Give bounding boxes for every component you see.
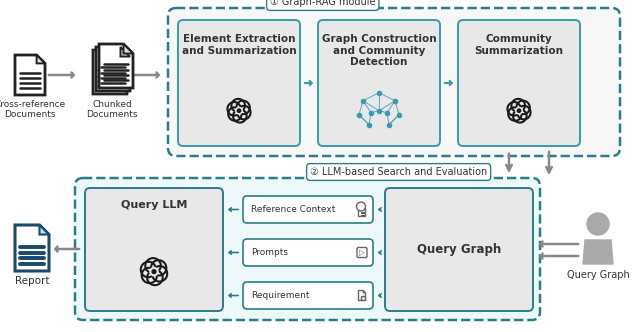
Polygon shape (363, 207, 365, 209)
FancyBboxPatch shape (178, 20, 300, 146)
Circle shape (587, 213, 609, 235)
Polygon shape (36, 55, 45, 63)
Text: Query Graph: Query Graph (566, 270, 629, 280)
FancyBboxPatch shape (243, 282, 373, 309)
Polygon shape (99, 44, 133, 88)
FancyBboxPatch shape (318, 20, 440, 146)
Polygon shape (363, 290, 365, 293)
Polygon shape (40, 225, 49, 234)
Text: ② LLM-based Search and Evaluation: ② LLM-based Search and Evaluation (310, 167, 487, 177)
Polygon shape (93, 50, 127, 94)
Polygon shape (118, 50, 127, 59)
Polygon shape (15, 55, 45, 95)
Text: Cross-reference
Documents: Cross-reference Documents (0, 100, 66, 120)
Text: Element Extraction
and Summarization: Element Extraction and Summarization (182, 34, 296, 55)
FancyBboxPatch shape (458, 20, 580, 146)
Text: ▷: ▷ (359, 248, 365, 257)
Text: Query Graph: Query Graph (417, 243, 501, 256)
Text: Graph Construction
and Community
Detection: Graph Construction and Community Detecti… (322, 34, 436, 67)
Text: ① Graph-RAG module: ① Graph-RAG module (270, 0, 376, 7)
Circle shape (152, 270, 156, 274)
FancyBboxPatch shape (243, 196, 373, 223)
Text: Requirement: Requirement (251, 291, 310, 300)
FancyBboxPatch shape (243, 239, 373, 266)
FancyBboxPatch shape (385, 188, 533, 311)
Polygon shape (124, 44, 133, 53)
Polygon shape (96, 47, 130, 91)
Text: Reference Context: Reference Context (251, 205, 335, 214)
Text: Prompts: Prompts (251, 248, 288, 257)
Polygon shape (358, 290, 365, 300)
Polygon shape (358, 207, 365, 216)
Circle shape (237, 109, 241, 113)
FancyBboxPatch shape (85, 188, 223, 311)
Text: Report: Report (15, 276, 49, 286)
FancyBboxPatch shape (75, 178, 540, 320)
Polygon shape (583, 240, 613, 264)
Polygon shape (15, 225, 49, 271)
Text: Community
Summarization: Community Summarization (474, 34, 563, 55)
FancyBboxPatch shape (357, 247, 367, 258)
Polygon shape (120, 47, 130, 56)
FancyBboxPatch shape (168, 8, 620, 156)
Circle shape (356, 202, 365, 211)
Circle shape (517, 109, 521, 113)
Text: Query LLM: Query LLM (121, 200, 187, 210)
Text: Chunked
Documents: Chunked Documents (86, 100, 138, 120)
